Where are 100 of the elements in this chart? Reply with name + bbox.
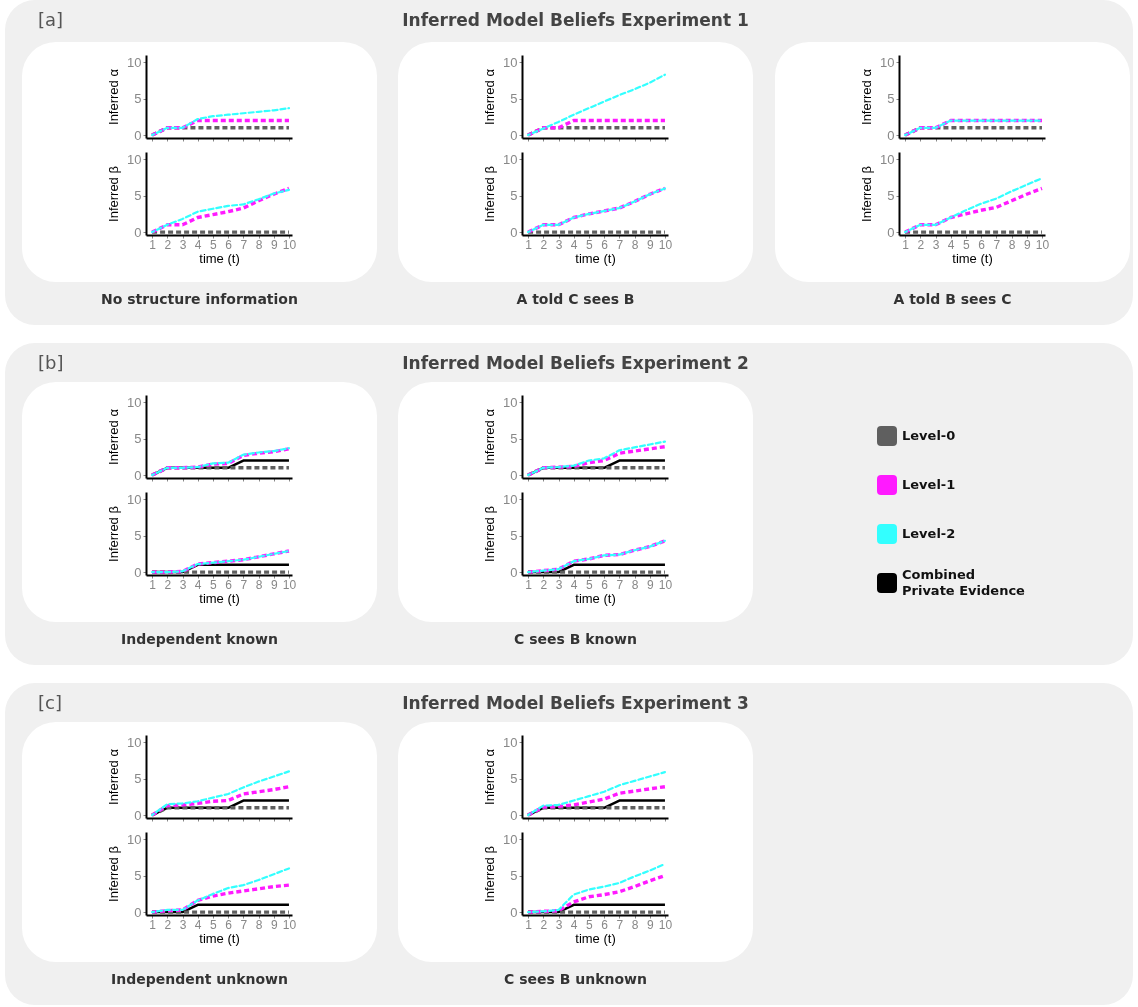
y-tick-label: 5 <box>134 528 142 544</box>
y-axis-title: Inferred β <box>482 506 498 562</box>
x-tick-label: 8 <box>255 577 263 592</box>
x-tick-label: 1 <box>902 237 910 252</box>
x-tick-label: 6 <box>601 237 609 252</box>
x-tick-label: 4 <box>570 237 578 252</box>
y-tick-label: 0 <box>510 807 518 823</box>
y-tick-label: 5 <box>887 91 895 107</box>
y-tick-label: 5 <box>510 868 518 884</box>
x-axis-title: time (t) <box>199 590 240 606</box>
x-tick-label: 1 <box>149 577 157 592</box>
line-series <box>903 177 1044 234</box>
x-tick-label: 3 <box>179 577 187 592</box>
y-tick-label: 5 <box>134 868 142 884</box>
line-series <box>526 784 667 817</box>
x-tick-label: 4 <box>194 237 202 252</box>
text: Independent known <box>120 631 279 647</box>
y-tick-label: 10 <box>127 394 142 410</box>
y-tick-label: 0 <box>134 127 142 143</box>
x-axis-title: time (t) <box>575 930 616 946</box>
line-series <box>150 107 291 137</box>
x-tick-label: 9 <box>270 237 278 252</box>
line-series <box>903 186 1044 234</box>
x-axis-title: time (t) <box>199 930 240 946</box>
x-tick-label: 9 <box>646 917 654 932</box>
chart-title: Inferred Model Beliefs Experiment 2 <box>401 353 750 373</box>
line-series <box>526 73 667 137</box>
text: A told C sees B <box>515 291 636 307</box>
x-tick-label: 5 <box>210 577 218 592</box>
y-tick-label: 10 <box>503 491 518 507</box>
line-series <box>150 770 291 817</box>
y-axis-title: Inferred α <box>482 408 498 465</box>
x-tick-label: 7 <box>616 577 624 592</box>
x-tick-label: 3 <box>179 917 187 932</box>
y-tick-label: 10 <box>503 54 518 70</box>
x-tick-label: 2 <box>164 917 172 932</box>
y-tick-label: 0 <box>510 467 518 483</box>
x-tick-label: 8 <box>255 237 263 252</box>
y-tick-label: 10 <box>503 734 518 750</box>
y-tick-label: 5 <box>510 431 518 447</box>
x-tick-label: 1 <box>525 237 533 252</box>
legend-label: Combined Private Evidence <box>902 566 1026 599</box>
y-tick-label: 10 <box>503 394 518 410</box>
x-tick-label: 9 <box>646 577 654 592</box>
x-tick-label: 5 <box>586 917 594 932</box>
x-tick-label: 4 <box>194 577 202 592</box>
x-tick-label: 1 <box>149 917 157 932</box>
x-tick-label: 6 <box>225 237 233 252</box>
x-tick-label: 1 <box>525 917 533 932</box>
y-tick-label: 0 <box>134 904 142 920</box>
x-tick-label: 4 <box>194 917 202 932</box>
y-axis-title: Inferred β <box>482 846 498 902</box>
y-tick-label: 10 <box>503 831 518 847</box>
x-tick-label: 10 <box>282 577 297 592</box>
line-series <box>150 447 291 477</box>
y-axis-title: Inferred α <box>482 748 498 805</box>
x-tick-label: 3 <box>179 237 187 252</box>
y-tick-label: 10 <box>127 734 142 750</box>
x-tick-label: 9 <box>270 577 278 592</box>
x-tick-label: 9 <box>270 917 278 932</box>
x-tick-label: 4 <box>570 917 578 932</box>
y-tick-label: 0 <box>887 224 895 240</box>
y-axis-title: Inferred β <box>482 166 498 222</box>
line-series <box>150 784 291 817</box>
y-tick-label: 10 <box>127 151 142 167</box>
line-series <box>526 862 667 914</box>
x-tick-label: 10 <box>658 917 673 932</box>
x-tick-label: 10 <box>1035 237 1050 252</box>
x-tick-label: 5 <box>210 237 218 252</box>
x-tick-label: 2 <box>917 237 925 252</box>
x-tick-label: 7 <box>240 237 248 252</box>
x-axis-title: time (t) <box>575 250 616 266</box>
x-tick-label: 6 <box>601 577 609 592</box>
x-tick-label: 7 <box>993 237 1001 252</box>
x-axis-title: time (t) <box>575 590 616 606</box>
x-tick-label: 9 <box>1023 237 1031 252</box>
y-tick-label: 5 <box>510 771 518 787</box>
x-tick-label: 10 <box>658 577 673 592</box>
y-axis-title: Inferred α <box>106 748 122 805</box>
legend-label: Level-2 <box>902 525 957 542</box>
x-tick-label: 6 <box>978 237 986 252</box>
x-tick-label: 7 <box>240 577 248 592</box>
text: Independent unknown <box>110 971 289 987</box>
y-tick-label: 0 <box>510 224 518 240</box>
y-axis-title: Inferred β <box>106 166 122 222</box>
x-tick-label: 6 <box>225 577 233 592</box>
x-tick-label: 5 <box>586 577 594 592</box>
y-tick-label: 10 <box>127 54 142 70</box>
text: A told B sees C <box>892 291 1013 307</box>
y-tick-label: 5 <box>510 528 518 544</box>
y-tick-label: 5 <box>134 771 142 787</box>
x-axis-title: time (t) <box>952 250 993 266</box>
y-tick-label: 0 <box>134 807 142 823</box>
text: C sees B known <box>513 631 638 647</box>
y-tick-label: 10 <box>880 151 895 167</box>
x-tick-label: 7 <box>240 917 248 932</box>
x-tick-label: 10 <box>658 237 673 252</box>
text: [c] <box>38 692 62 713</box>
x-tick-label: 2 <box>164 237 172 252</box>
y-tick-label: 5 <box>887 188 895 204</box>
